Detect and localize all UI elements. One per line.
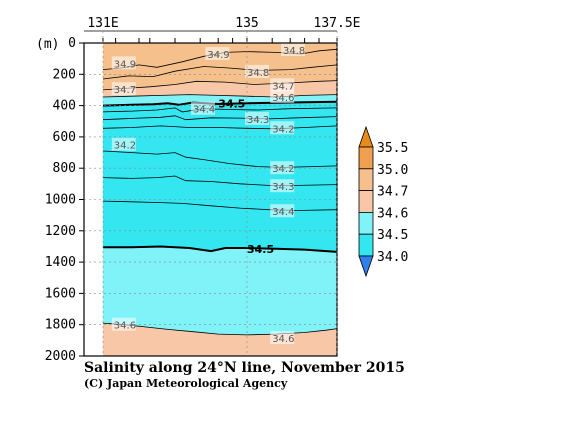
contour-label-14: 34.4 (272, 207, 294, 218)
contour-label-bg (191, 101, 215, 115)
y-tick-label: 1200 (45, 224, 76, 239)
contour-label-11: 34.2 (114, 141, 136, 152)
contour-label-bg (270, 121, 295, 135)
contour-label-8: 34.4 (193, 105, 215, 116)
y-tick-label: 400 (53, 99, 76, 114)
contour-label-bg (245, 111, 269, 125)
colorbar: 35.5 35.0 34.7 34.6 34.5 34.0 (358, 125, 408, 278)
y-tick-label: 1600 (45, 286, 76, 301)
contour-label-bg (111, 56, 136, 70)
contour-line-34-2-7 (102, 125, 338, 130)
y-tick-label: 200 (53, 67, 76, 82)
contour-label-bg (205, 46, 230, 60)
chart-title: Salinity along 24°N line, November 2015 (84, 360, 405, 376)
y-tick-label: 800 (53, 161, 76, 176)
x-tick-label: 137.5E (314, 16, 361, 31)
colorbar-label: 34.0 (377, 250, 408, 265)
y-axis-unit-label: (m) (36, 37, 59, 52)
colorbar-band (358, 190, 374, 213)
y-tick-label: 1400 (45, 255, 76, 270)
contour-label-bg (270, 204, 295, 218)
contour-label-4: 34.7 (114, 85, 136, 96)
colorbar-over-triangle (358, 125, 374, 148)
contour-label-bg (111, 317, 136, 331)
contour-label-15: 34.5 (247, 243, 274, 256)
contour-label-0: 34.9 (114, 59, 136, 70)
contour-label-13: 34.3 (272, 182, 294, 193)
band-surface-high (103, 43, 337, 90)
contour-labels: 34.934.9 34.834.834.7 34.734.634.534.434.3… (111, 43, 305, 345)
contour-line-34-8-1 (102, 64, 338, 80)
contour-label-12: 34.2 (272, 164, 294, 175)
colorbar-label: 35.5 (377, 141, 408, 156)
colorbar-label: 34.6 (377, 206, 408, 221)
x-tick-label: 131E (87, 16, 118, 31)
colorbar-band (358, 168, 374, 192)
band-deep (103, 246, 337, 335)
band-bottom (103, 323, 337, 356)
y-tick-label: 2000 (45, 349, 76, 364)
contour-label-1: 34.9 (207, 50, 229, 61)
contour-label-bg (270, 331, 295, 345)
y-tick-label: 600 (53, 130, 76, 145)
contour-line-34-6-12 (102, 322, 338, 336)
colorbar-band (358, 233, 374, 257)
contour-line-34-3-6 (102, 115, 338, 121)
contour-label-16: 34.6 (114, 321, 136, 332)
y-tick-label: 1800 (45, 318, 76, 333)
contour-label-bg (111, 137, 136, 151)
contour-line-34-6-3 (102, 94, 338, 98)
contour-label-bg (270, 161, 295, 175)
colorbar-band (358, 211, 374, 235)
colorbar-band (358, 146, 374, 170)
colorbar-label: 34.5 (377, 228, 408, 243)
colorbar-label: 35.0 (377, 163, 408, 178)
colorbar-under-triangle (358, 255, 374, 278)
band-intermediate (103, 101, 337, 252)
contour-label-5: 34.7 (272, 81, 294, 92)
x-tick-label: 135 (235, 16, 258, 31)
contour-label-bg (281, 43, 305, 57)
contour-label-6: 34.6 (272, 93, 294, 104)
axes: 0 200 400 600 800 1000 1200 1400 1600 1800 2000 131… (45, 16, 361, 364)
contour-label-3: 34.8 (247, 68, 269, 79)
contour-label-bg (270, 78, 295, 92)
contour-label-bg (270, 89, 295, 103)
contour-label-10: 34.2 (272, 124, 294, 135)
y-tick-label: 0 (68, 36, 76, 51)
contour-label-9: 34.3 (247, 115, 269, 126)
contour-label-bg (245, 64, 269, 78)
contour-label-bg (111, 82, 136, 96)
contour-label-17: 34.6 (272, 334, 294, 345)
colorbar-label: 34.7 (377, 185, 408, 200)
contour-label-bg (270, 179, 295, 193)
contour-label-2: 34.8 (283, 46, 305, 57)
contour-line-34-7-2 (102, 80, 338, 91)
contour-line-34-5-11 (103, 245, 338, 253)
chart-credit: (C) Japan Meteorological Agency (84, 377, 288, 390)
contour-label-7: 34.5 (218, 97, 245, 110)
y-tick-label: 1000 (45, 193, 76, 208)
